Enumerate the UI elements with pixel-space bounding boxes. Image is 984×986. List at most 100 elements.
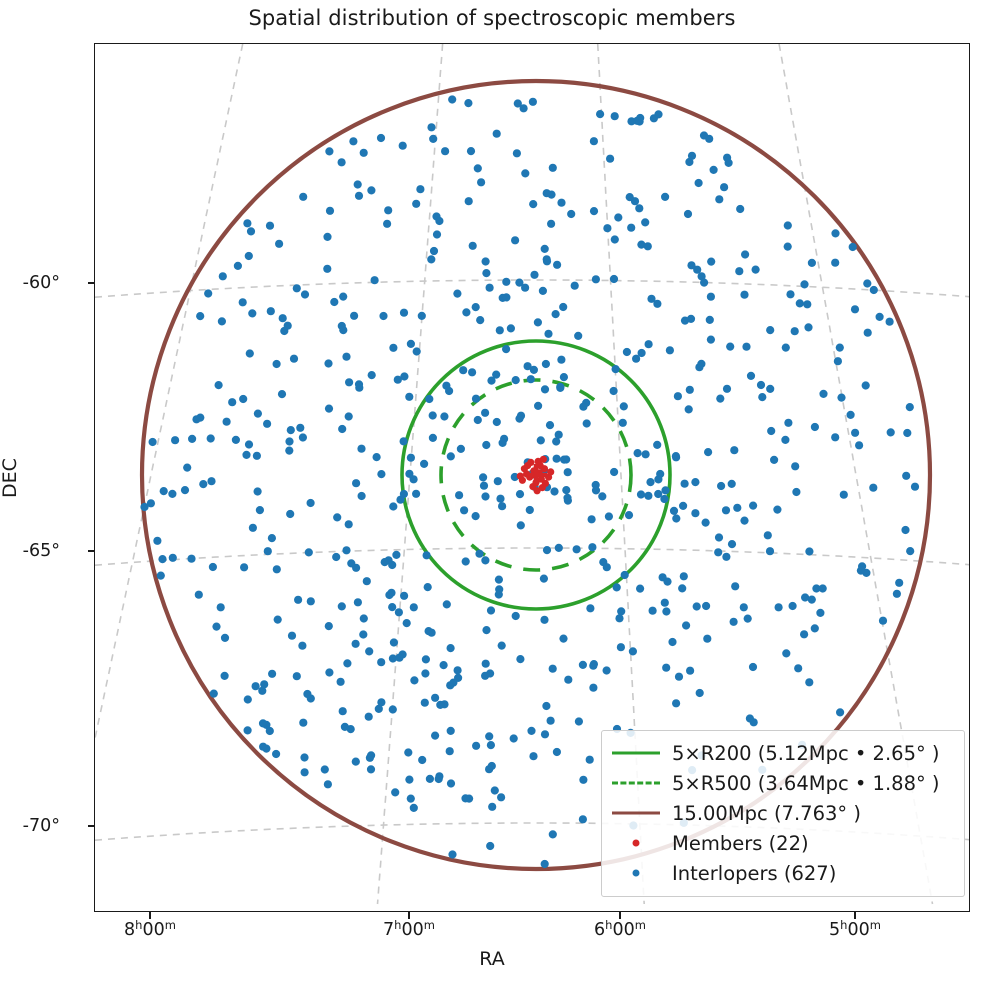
interloper-point bbox=[299, 718, 308, 727]
interloper-point bbox=[440, 412, 449, 421]
interloper-point bbox=[199, 480, 208, 489]
interloper-point bbox=[388, 560, 397, 570]
interloper-point bbox=[646, 478, 655, 487]
interloper-point bbox=[292, 672, 301, 681]
interloper-point bbox=[435, 216, 444, 226]
interloper-point bbox=[727, 479, 736, 488]
interloper-point bbox=[644, 491, 653, 500]
interloper-point bbox=[691, 478, 700, 487]
interloper-point bbox=[692, 602, 701, 611]
interloper-point bbox=[239, 394, 248, 404]
interloper-point bbox=[267, 534, 276, 543]
interloper-point bbox=[615, 614, 624, 623]
interloper-point bbox=[497, 641, 506, 650]
interloper-point bbox=[527, 726, 536, 736]
interloper-point bbox=[333, 513, 342, 522]
interloper-point bbox=[402, 619, 411, 628]
legend-entry-3[interactable]: Members (22) bbox=[610, 828, 956, 858]
interloper-point bbox=[635, 117, 644, 126]
interloper-point bbox=[902, 471, 911, 480]
interloper-point bbox=[336, 677, 345, 686]
legend-box[interactable]: 5×R200 (5.12Mpc • 2.65° ) 5×R500 (3.64Mpc… bbox=[601, 730, 965, 897]
interloper-point bbox=[208, 562, 217, 572]
interloper-point bbox=[338, 707, 347, 716]
interloper-point bbox=[417, 311, 426, 320]
interloper-point bbox=[687, 261, 696, 270]
interloper-point bbox=[296, 423, 305, 432]
interloper-point bbox=[693, 265, 702, 274]
interloper-point bbox=[357, 491, 366, 501]
circle-15mpc bbox=[139, 78, 933, 872]
interloper-point bbox=[477, 178, 486, 187]
interloper-point bbox=[818, 584, 827, 593]
legend-key-line-solid-brown-icon bbox=[610, 802, 662, 824]
interloper-point bbox=[770, 455, 779, 464]
interloper-point bbox=[471, 394, 481, 403]
interloper-point bbox=[485, 283, 494, 292]
x-tick-label-3: 5h00m bbox=[829, 918, 881, 940]
interloper-point bbox=[723, 153, 732, 162]
interloper-point bbox=[519, 104, 528, 113]
interloper-point bbox=[694, 178, 703, 188]
interloper-point bbox=[606, 154, 615, 163]
legend-entry-1[interactable]: 5×R500 (3.64Mpc • 1.88° ) bbox=[610, 768, 956, 798]
interloper-point bbox=[589, 660, 598, 669]
interloper-point bbox=[158, 555, 167, 564]
interloper-point bbox=[217, 317, 226, 326]
interloper-point bbox=[244, 440, 254, 449]
interloper-point bbox=[627, 223, 636, 232]
interloper-point bbox=[196, 312, 205, 321]
interloper-point bbox=[554, 543, 563, 552]
interloper-point bbox=[554, 430, 563, 439]
interloper-point bbox=[836, 708, 845, 717]
interloper-point bbox=[306, 694, 315, 703]
interloper-point bbox=[393, 375, 402, 384]
interloper-points bbox=[140, 95, 920, 869]
interloper-point bbox=[244, 251, 253, 261]
interloper-point bbox=[781, 343, 790, 352]
interloper-point bbox=[831, 433, 840, 442]
interloper-point bbox=[453, 289, 462, 298]
interloper-point bbox=[538, 286, 547, 295]
interloper-point bbox=[482, 269, 491, 278]
interloper-point bbox=[783, 242, 792, 251]
interloper-point bbox=[582, 419, 591, 428]
interloper-point bbox=[330, 297, 339, 307]
interloper-point bbox=[412, 199, 421, 208]
interloper-point bbox=[486, 606, 496, 615]
interloper-point bbox=[389, 343, 398, 352]
legend-entry-2[interactable]: 15.00Mpc (7.763° ) bbox=[610, 798, 956, 828]
legend-label-3: Members (22) bbox=[672, 831, 809, 855]
interloper-point bbox=[394, 608, 403, 617]
interloper-point bbox=[589, 683, 598, 692]
interloper-point bbox=[490, 786, 499, 795]
interloper-point bbox=[748, 662, 758, 672]
x-tick-mark-3 bbox=[854, 912, 856, 919]
interloper-point bbox=[392, 550, 401, 559]
interloper-point bbox=[351, 639, 360, 648]
interloper-point bbox=[459, 366, 468, 375]
interloper-point bbox=[502, 293, 511, 302]
interloper-point bbox=[682, 621, 691, 630]
interloper-point bbox=[367, 751, 376, 760]
interloper-point bbox=[875, 312, 884, 321]
legend-key-line-dashed-green-icon bbox=[610, 772, 662, 794]
x-tick-label-0: 8h00m bbox=[124, 918, 176, 940]
interloper-point bbox=[783, 221, 792, 230]
legend-entry-4[interactable]: Interlopers (627) bbox=[610, 858, 956, 888]
interloper-point bbox=[850, 305, 860, 314]
interloper-point bbox=[388, 603, 397, 612]
interloper-point bbox=[153, 536, 162, 545]
interloper-point bbox=[412, 347, 421, 356]
interloper-point bbox=[546, 716, 555, 725]
interloper-point bbox=[428, 411, 437, 420]
interloper-point bbox=[510, 472, 519, 482]
interloper-point bbox=[300, 753, 309, 762]
interloper-point bbox=[679, 501, 688, 510]
interloper-point bbox=[717, 481, 726, 491]
interloper-point bbox=[641, 218, 650, 227]
interloper-point bbox=[243, 695, 252, 704]
interloper-point bbox=[431, 731, 440, 740]
legend-entry-0[interactable]: 5×R200 (5.12Mpc • 2.65° ) bbox=[610, 738, 956, 768]
interloper-point bbox=[410, 676, 419, 685]
